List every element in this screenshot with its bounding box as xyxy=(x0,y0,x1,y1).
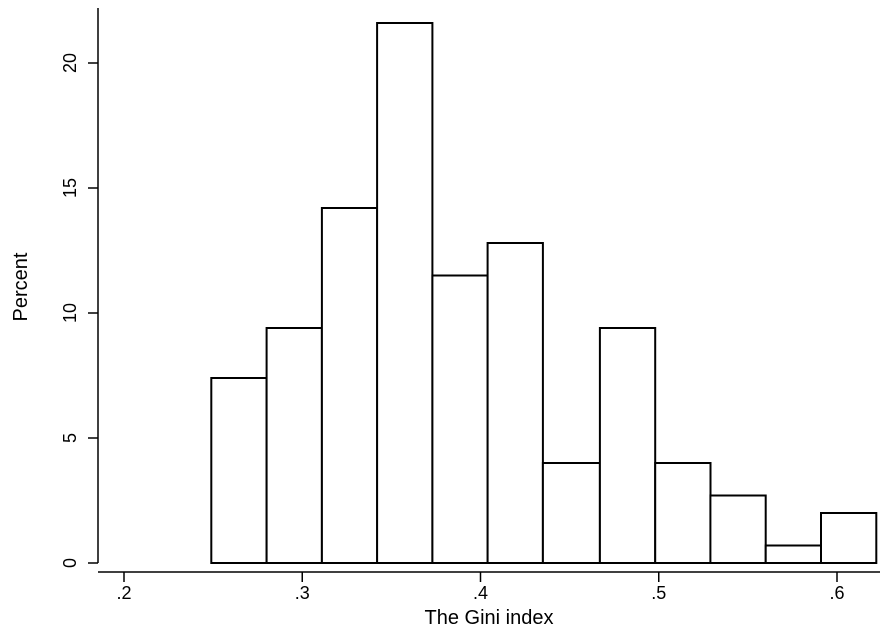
y-axis-title: Percent xyxy=(10,252,32,321)
histogram-bar-11 xyxy=(764,544,823,564)
y-tick-label: 10 xyxy=(60,303,80,323)
y-tick-label: 15 xyxy=(60,178,80,198)
x-axis-title: The Gini index xyxy=(425,607,554,629)
histogram-bar-10 xyxy=(709,494,767,564)
histogram-bar-4 xyxy=(376,22,434,564)
y-tick-label: 0 xyxy=(60,558,80,568)
x-tick-label: .4 xyxy=(473,583,488,603)
histogram-bar-1 xyxy=(210,377,268,564)
x-tick-label: .6 xyxy=(829,583,844,603)
histogram-bar-2 xyxy=(265,327,323,564)
x-tick-label: .5 xyxy=(651,583,666,603)
bars-group xyxy=(210,22,878,564)
histogram-bar-7 xyxy=(541,462,601,564)
y-axis-ticks: 0 5 10 15 20 xyxy=(60,53,98,568)
histogram-bar-5 xyxy=(431,274,489,564)
y-tick-label: 20 xyxy=(60,53,80,73)
x-tick-label: .2 xyxy=(116,583,131,603)
histogram-bar-6 xyxy=(486,242,544,564)
histogram-bar-12 xyxy=(820,512,878,564)
histogram-bar-8 xyxy=(598,327,657,564)
x-tick-label: .3 xyxy=(295,583,310,603)
x-axis-ticks: .2 .3 .4 .5 .6 xyxy=(116,572,845,603)
y-tick-label: 5 xyxy=(60,433,80,443)
histogram-bar-3 xyxy=(320,207,379,564)
histogram-bar-9 xyxy=(654,462,712,564)
